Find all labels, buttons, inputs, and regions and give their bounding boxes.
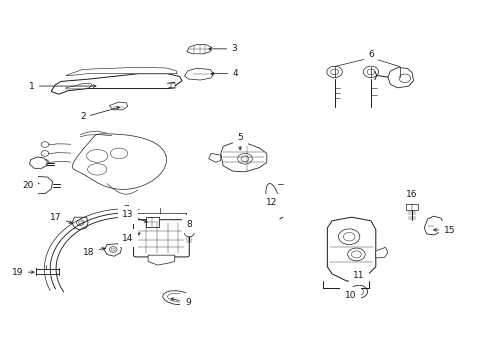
- Polygon shape: [187, 45, 211, 54]
- Polygon shape: [424, 216, 443, 235]
- Text: 11: 11: [353, 271, 365, 280]
- Polygon shape: [148, 255, 175, 265]
- Text: 8: 8: [186, 220, 192, 229]
- Polygon shape: [31, 176, 53, 193]
- Text: 3: 3: [231, 44, 237, 53]
- Circle shape: [41, 150, 49, 156]
- Polygon shape: [376, 247, 388, 258]
- Circle shape: [399, 74, 411, 82]
- Text: 4: 4: [232, 69, 238, 78]
- Text: 14: 14: [122, 234, 133, 243]
- Circle shape: [76, 220, 84, 225]
- Bar: [171, 82, 175, 88]
- FancyBboxPatch shape: [134, 220, 189, 257]
- Polygon shape: [388, 68, 414, 88]
- Circle shape: [331, 69, 339, 75]
- Circle shape: [348, 248, 365, 261]
- Circle shape: [109, 247, 117, 252]
- Polygon shape: [109, 102, 128, 110]
- Ellipse shape: [163, 291, 192, 305]
- Text: 9: 9: [185, 298, 191, 307]
- Text: 1: 1: [29, 82, 35, 91]
- Ellipse shape: [110, 148, 128, 159]
- Text: 12: 12: [266, 198, 277, 207]
- Text: 7: 7: [123, 204, 129, 213]
- Text: 10: 10: [344, 291, 356, 300]
- Circle shape: [241, 156, 249, 162]
- Text: 17: 17: [50, 213, 62, 222]
- Polygon shape: [221, 143, 267, 172]
- Text: 19: 19: [12, 267, 23, 276]
- Ellipse shape: [168, 293, 189, 302]
- Circle shape: [238, 153, 252, 164]
- Circle shape: [354, 288, 364, 295]
- Polygon shape: [327, 217, 376, 281]
- Text: 18: 18: [83, 248, 95, 257]
- Circle shape: [363, 66, 379, 77]
- Bar: [146, 217, 159, 227]
- Text: 13: 13: [122, 210, 133, 219]
- Text: 6: 6: [368, 50, 374, 59]
- Text: 16: 16: [406, 190, 418, 199]
- Polygon shape: [72, 217, 88, 230]
- Polygon shape: [66, 83, 93, 89]
- Polygon shape: [66, 67, 177, 76]
- Circle shape: [352, 251, 361, 258]
- Circle shape: [111, 248, 115, 251]
- Text: 2: 2: [80, 112, 86, 121]
- Circle shape: [184, 230, 194, 237]
- Polygon shape: [104, 244, 122, 256]
- Circle shape: [367, 69, 375, 75]
- Ellipse shape: [87, 149, 108, 162]
- Polygon shape: [51, 74, 182, 94]
- Text: 15: 15: [443, 226, 455, 235]
- Text: 5: 5: [237, 133, 243, 142]
- Polygon shape: [209, 153, 221, 162]
- Circle shape: [339, 229, 360, 244]
- Bar: [406, 204, 418, 210]
- Text: 20: 20: [22, 181, 34, 190]
- Circle shape: [350, 285, 368, 298]
- Circle shape: [41, 142, 49, 147]
- Circle shape: [78, 221, 82, 224]
- Ellipse shape: [88, 164, 107, 175]
- Circle shape: [41, 159, 49, 165]
- Polygon shape: [29, 157, 48, 168]
- Circle shape: [343, 233, 355, 241]
- Polygon shape: [184, 68, 214, 80]
- Circle shape: [327, 66, 343, 77]
